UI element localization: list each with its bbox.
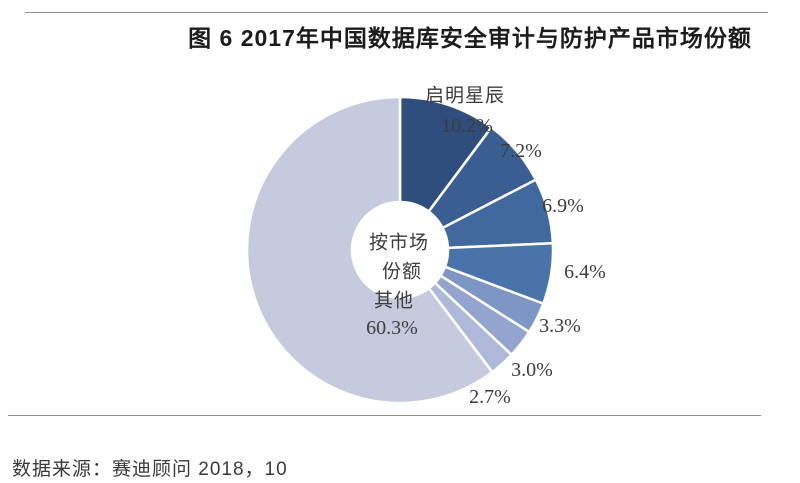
slice-name-label: 其他 xyxy=(373,290,415,312)
slice-value-label: 60.3% xyxy=(366,317,418,339)
slice-value-label: 10.2% xyxy=(441,115,493,137)
slice-value-label: 2.7% xyxy=(469,386,511,408)
slice-value-label: 3.3% xyxy=(539,315,581,337)
slice-value-label: 6.9% xyxy=(542,195,584,217)
donut-center-label-line1: 按市场 xyxy=(368,232,430,254)
figure-title: 图 6 2017年中国数据库安全审计与防护产品市场份额 xyxy=(188,25,752,51)
slice-name-label: 启明星辰 xyxy=(424,85,506,107)
bottom-rule xyxy=(8,415,761,416)
pie-slice-7 xyxy=(245,95,494,405)
top-rule xyxy=(25,12,768,13)
donut-center-label-line2: 份额 xyxy=(381,261,423,283)
slice-value-label: 6.4% xyxy=(564,261,606,283)
slice-value-label: 3.0% xyxy=(511,359,553,381)
source-note: 数据来源：赛迪顾问 2018，10 xyxy=(12,459,288,480)
slice-value-label: 7.2% xyxy=(500,140,542,162)
